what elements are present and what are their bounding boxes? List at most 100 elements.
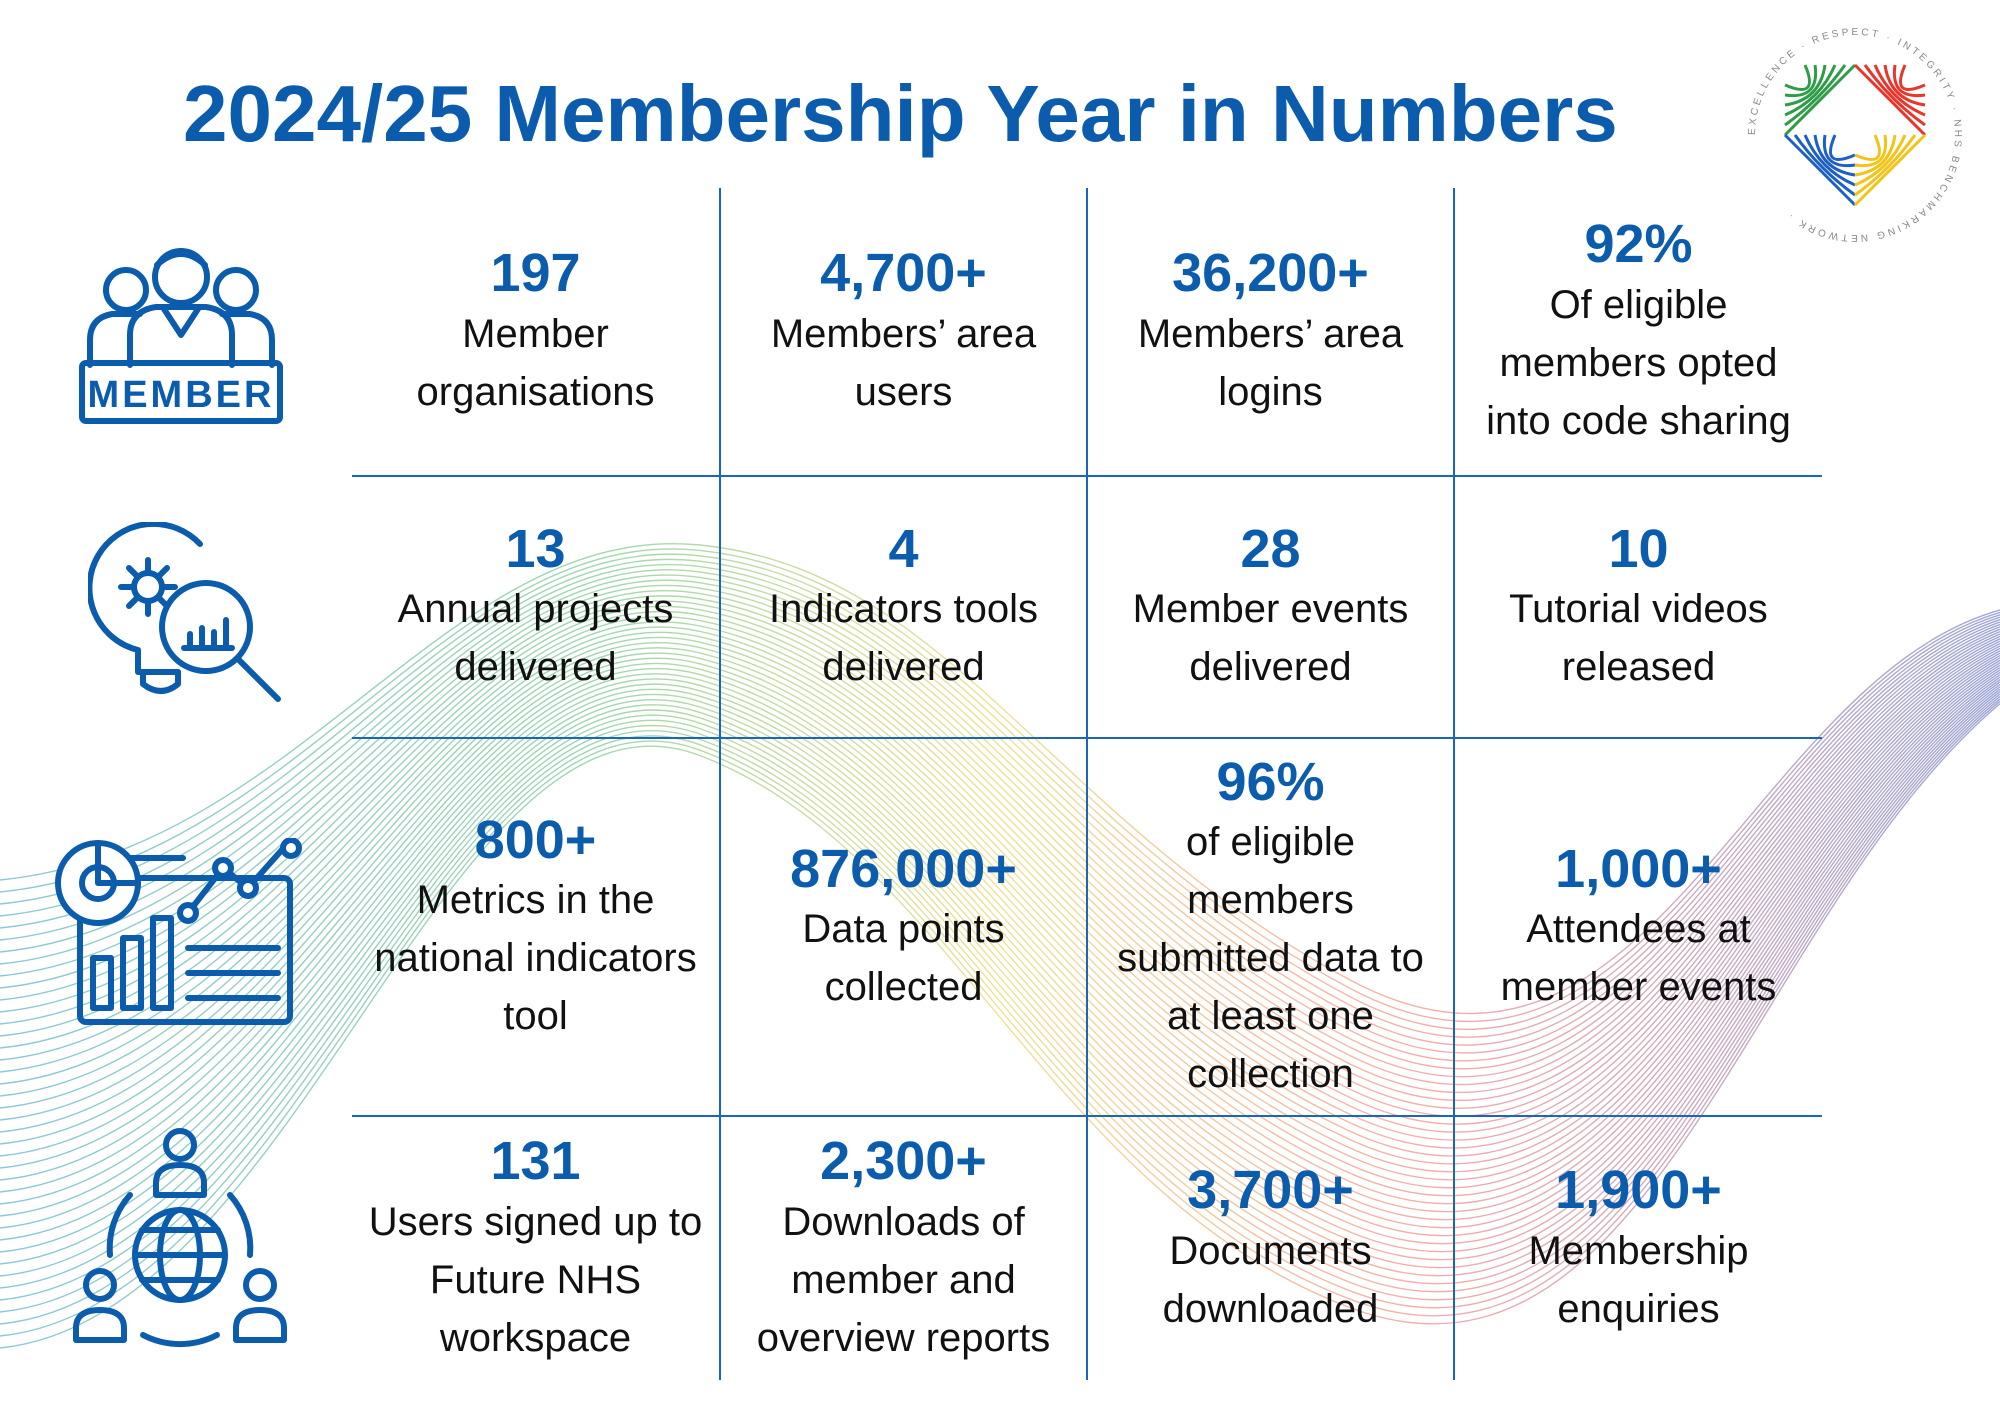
stat-tutorial-videos: 10 Tutorial videos released — [1453, 475, 1822, 737]
wave-line — [0, 652, 2000, 1181]
stat-value: 36,200+ — [1172, 243, 1369, 304]
stat-data-submission: 96% of eligible members submitted data to… — [1086, 737, 1453, 1115]
logo-weave-strand — [1854, 134, 1917, 197]
wave-line — [0, 610, 2000, 1117]
logo-weave-strand — [1793, 134, 1856, 197]
stat-value: 4 — [888, 518, 919, 579]
logo-weave-strand — [1784, 64, 1818, 98]
stat-value: 28 — [1240, 518, 1301, 579]
stat-label: Documents downloaded — [1162, 1228, 1379, 1331]
wave-line — [0, 595, 2000, 1093]
stat-label: Attendees at member events — [1500, 907, 1777, 1010]
stat-value: 1,900+ — [1555, 1160, 1722, 1221]
stat-future-nhs-users: 131 Users signed up to Future NHS workspa… — [352, 1115, 719, 1380]
logo-weave-strand — [1784, 64, 1811, 91]
stat-code-sharing: 92% Of eligible members opted into code s… — [1453, 188, 1822, 475]
stat-label: Data points collected — [802, 907, 1005, 1010]
stat-report-downloads: 2,300+ Downloads of member and overview r… — [719, 1115, 1086, 1380]
stat-value: 1,000+ — [1555, 838, 1722, 899]
stat-label: Indicators tools delivered — [768, 587, 1039, 690]
logo-weave-strand — [1803, 134, 1856, 187]
stat-value: 96% — [1216, 751, 1325, 812]
logo-weave-strand — [1899, 64, 1926, 91]
wave-line — [0, 674, 2000, 1229]
stat-membership-enquiries: 1,900+ Membership enquiries — [1453, 1115, 1822, 1380]
wave-line — [0, 563, 2000, 1046]
wave-line — [0, 542, 2000, 1015]
wave-line — [0, 616, 2000, 1125]
stat-label: Tutorial videos released — [1509, 587, 1768, 690]
wave-line — [0, 676, 2000, 1237]
wave-line — [0, 693, 2000, 1301]
logo-weave-strand — [1873, 64, 1926, 117]
wave-line — [0, 686, 2000, 1269]
wave-line — [0, 621, 2000, 1133]
stat-label: Downloads of member and overview reports — [756, 1199, 1051, 1360]
stat-value: 131 — [490, 1131, 581, 1192]
wave-line — [0, 695, 2000, 1313]
stat-value: 2,300+ — [820, 1131, 987, 1192]
stat-label: Member events delivered — [1132, 587, 1409, 690]
stat-value: 4,700+ — [820, 243, 987, 304]
wave-line — [0, 631, 2000, 1149]
wave-line — [0, 636, 2000, 1157]
stat-member-organisations: 197 Member organisations — [352, 188, 719, 475]
stats-grid: 197 Member organisations 4,700+ Members’ a… — [352, 188, 1822, 1380]
stat-value: 197 — [490, 243, 581, 304]
wave-line — [0, 683, 2000, 1261]
logo-weave-icon — [1783, 63, 1927, 207]
stat-documents-downloaded: 3,700+ Documents downloaded — [1086, 1115, 1453, 1380]
logo-weave-strand — [1883, 64, 1926, 107]
stat-value: 10 — [1608, 518, 1669, 579]
stat-label: Of eligible members opted into code shar… — [1486, 282, 1791, 443]
wave-line — [0, 703, 2000, 1349]
wave-line — [0, 698, 2000, 1325]
logo-weave-strand — [1829, 134, 1856, 161]
wave-line — [0, 681, 2000, 1253]
wave-line — [0, 669, 2000, 1213]
global-network-icon — [73, 1128, 287, 1347]
stat-value: 800+ — [474, 809, 597, 870]
stat-label: Members’ area users — [770, 311, 1037, 414]
logo-weave-strand — [1783, 133, 1857, 207]
wave-line — [0, 605, 2000, 1109]
wave-line — [0, 679, 2000, 1245]
wave-line — [0, 553, 2000, 1030]
stat-metrics: 800+ Metrics in the national indicators t… — [352, 737, 719, 1115]
stat-label: Annual projects delivered — [397, 587, 674, 690]
stat-value: 3,700+ — [1187, 1160, 1354, 1221]
stat-label: Metrics in the national indicators tool — [374, 878, 697, 1039]
wave-line — [0, 647, 2000, 1173]
stat-event-attendees: 1,000+ Attendees at member events — [1453, 737, 1822, 1115]
wave-line — [0, 691, 2000, 1289]
wave-line — [0, 671, 2000, 1221]
stat-annual-projects: 13 Annual projects delivered — [352, 475, 719, 737]
logo-weave-strand — [1822, 134, 1856, 168]
lightbulb-analytics-icon — [88, 522, 281, 702]
stat-value: 876,000+ — [790, 838, 1017, 899]
wave-line — [0, 641, 2000, 1165]
wave-line — [0, 688, 2000, 1277]
logo-weave-strand — [1854, 134, 1881, 161]
logo-weave-strand — [1853, 133, 1927, 207]
stat-member-events: 28 Member events delivered — [1086, 475, 1453, 737]
stat-label: Members’ area logins — [1137, 311, 1404, 414]
logo-weave-strand — [1783, 63, 1857, 137]
stat-label: Users signed up to Future NHS workspace — [368, 1199, 703, 1360]
logo-weave-strand — [1854, 134, 1897, 177]
wave-line — [0, 579, 2000, 1070]
logo-weave-strand — [1784, 64, 1837, 117]
stat-label: of eligible members submitted data to at… — [1117, 820, 1424, 1097]
member-badge-text: MEMBER — [88, 374, 275, 416]
stat-value: 13 — [505, 518, 566, 579]
stat-value: 92% — [1584, 214, 1693, 275]
logo-weave-strand — [1863, 64, 1926, 127]
stat-data-points: 876,000+ Data points collected — [719, 737, 1086, 1115]
wave-line — [0, 657, 2000, 1189]
logo-weave-strand — [1854, 134, 1907, 187]
wave-line — [0, 569, 2000, 1054]
wave-line — [0, 662, 2000, 1197]
wave-line — [0, 667, 2000, 1205]
stat-members-area-users: 4,700+ Members’ area users — [719, 188, 1086, 475]
